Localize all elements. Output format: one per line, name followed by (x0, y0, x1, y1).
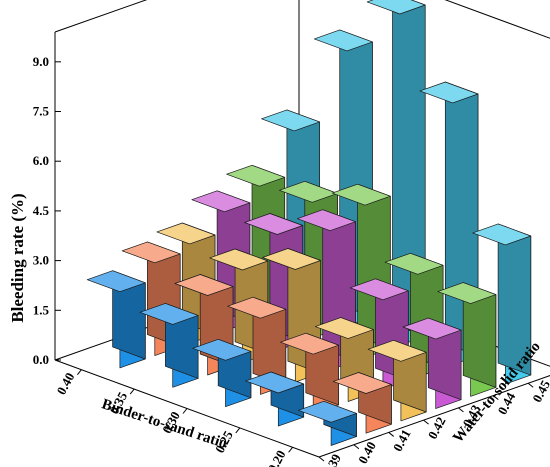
bar-top-face (86, 270, 146, 293)
z-tick-label: 4.5 (33, 203, 50, 218)
bar-top-face (226, 164, 286, 187)
bar-top-face (332, 372, 392, 394)
bar-top-face (174, 274, 234, 296)
water-tick (492, 395, 499, 400)
binder-tick-label: 0.40 (53, 370, 77, 397)
bar-top-face (261, 109, 320, 132)
bar-top-face (227, 296, 287, 319)
bar-top-face (139, 303, 199, 325)
bar-top-face (244, 213, 304, 235)
bar (332, 372, 392, 434)
water-tick (458, 407, 464, 413)
water-tick (318, 456, 325, 462)
z-tick-label: 7.5 (33, 104, 50, 119)
frame-line (54, 0, 148, 33)
bar-top-face (314, 317, 374, 339)
bar (402, 317, 462, 409)
bar-top-face (245, 371, 305, 394)
bar-top-face (191, 190, 251, 213)
z-tick-label: 1.5 (33, 302, 50, 317)
binder-axis-label: Binder-to-sand ratio (100, 396, 229, 452)
binder-tick (288, 446, 293, 453)
bar (86, 270, 146, 369)
water-tick (527, 382, 534, 388)
frame-line (318, 375, 550, 458)
bar-top-face (419, 81, 479, 104)
z-tick-label: 0.0 (33, 352, 49, 367)
bar-top-face (367, 339, 427, 362)
bar-top-face (297, 209, 356, 232)
water-tick-label: 0.39 (320, 451, 344, 467)
bar-top-face (472, 223, 532, 246)
binder-tick (129, 388, 135, 395)
bar (139, 303, 199, 388)
water-tick (423, 419, 429, 425)
binder-tick (182, 408, 188, 414)
binder-tick-label: 0.20 (265, 448, 289, 467)
bar-top-face (121, 241, 181, 264)
bar-top-face (209, 248, 269, 271)
bar (472, 223, 532, 385)
bar-top-face (349, 278, 409, 301)
bar-top-face (331, 183, 391, 206)
bar-top-face (384, 252, 444, 275)
frame-line (444, 0, 550, 39)
z-axis-label: Bleeding rate (%) (8, 193, 27, 322)
bar-top-face (280, 332, 339, 355)
bar (280, 332, 339, 415)
bar-top-face (298, 400, 357, 423)
bar (298, 400, 357, 446)
bar-top-face (156, 222, 216, 245)
z-tick-label: 6.0 (33, 153, 49, 168)
z-tick-label: 9.0 (33, 54, 49, 69)
bars (86, 0, 532, 446)
bar-top-face (313, 29, 373, 52)
z-tick-label: 3.0 (33, 253, 49, 268)
bar-top-face (192, 338, 252, 361)
water-tick (388, 432, 395, 437)
bar-top-face (262, 248, 321, 270)
binder-tick (235, 427, 241, 434)
bar-top-face (366, 0, 426, 15)
bar (245, 371, 305, 427)
bar (192, 338, 252, 408)
binder-tick (77, 369, 82, 376)
bar (437, 282, 497, 397)
bar-top-face (402, 317, 462, 340)
bar-top-face (437, 282, 497, 304)
water-tick (353, 444, 360, 450)
bar (367, 339, 427, 422)
